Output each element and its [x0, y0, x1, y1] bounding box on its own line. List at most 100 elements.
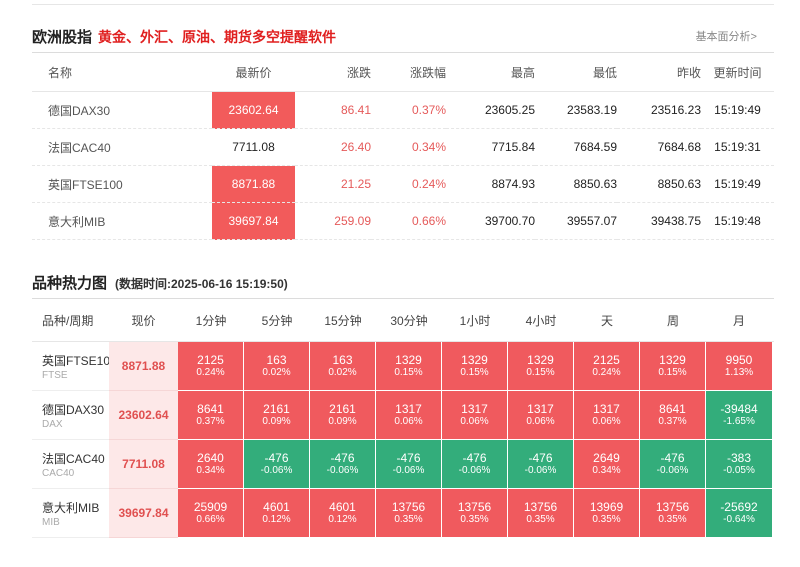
cell-name[interactable]: 意大利MIB — [32, 202, 212, 240]
heatmap-cell[interactable]: 25909 0.66% — [178, 489, 244, 538]
cell-percent: -0.06% — [260, 465, 293, 476]
cell-value: 2161 — [263, 402, 290, 416]
fundamental-analysis-link[interactable]: 基本面分析> — [695, 31, 757, 43]
table-row[interactable]: 法国CAC40 7711.08 26.40 0.34% 7715.84 7684.59 76… — [32, 128, 774, 166]
heatmap-cell[interactable]: -476 -0.06% — [376, 440, 442, 489]
heatmap-cell[interactable]: 2640 0.34% — [178, 440, 244, 489]
heatmap-symbol[interactable]: 德国DAX30 DAX — [32, 391, 109, 440]
heatmap-col-period: 周 — [666, 313, 679, 328]
heatmap-cell[interactable]: 9950 1.13% — [706, 342, 772, 391]
heatmap-cell[interactable]: 1317 0.06% — [574, 391, 640, 440]
heatmap-cell[interactable]: -476 -0.06% — [442, 440, 508, 489]
cell-pct: 0.34% — [371, 128, 446, 166]
cell-percent: 0.35% — [592, 514, 621, 525]
heatmap-cell[interactable]: 2161 0.09% — [244, 391, 310, 440]
heatmap-col-period: 1分钟 — [195, 313, 227, 328]
heatmap-cell[interactable]: 13756 0.35% — [640, 489, 706, 538]
heatmap-cell[interactable]: 13756 0.35% — [376, 489, 442, 538]
heatmap-cell[interactable]: -476 -0.06% — [508, 440, 574, 489]
cell-value: -39484 — [720, 402, 758, 416]
cell-name[interactable]: 德国DAX30 — [32, 91, 212, 129]
heatmap-cell[interactable]: -383 -0.05% — [706, 440, 772, 489]
cell-value: -476 — [660, 451, 685, 465]
col-pct: 涨跌幅 — [371, 53, 446, 92]
col-prev: 昨收 — [617, 53, 701, 92]
symbol-name: 德国DAX30 — [42, 402, 105, 417]
heatmap-cell[interactable]: 163 0.02% — [244, 342, 310, 391]
heatmap-cell[interactable]: -476 -0.06% — [310, 440, 376, 489]
heatmap-cell[interactable]: 1329 0.15% — [508, 342, 574, 391]
heatmap-cell[interactable]: -476 -0.06% — [640, 440, 706, 489]
col-time: 更新时间 — [701, 53, 774, 92]
heatmap-cell[interactable]: -476 -0.06% — [244, 440, 310, 489]
promo-link[interactable]: 黄金、外汇、原油、期货多空提醒软件 — [98, 29, 337, 45]
cell-percent: 0.24% — [196, 367, 225, 378]
heatmap-cell[interactable]: 2125 0.24% — [178, 342, 244, 391]
cell-change: 21.25 — [295, 165, 371, 203]
cell-name[interactable]: 法国CAC40 — [32, 128, 212, 166]
col-low: 最低 — [535, 53, 617, 92]
cell-value: 1329 — [395, 353, 422, 367]
heatmap-cell[interactable]: 13756 0.35% — [442, 489, 508, 538]
heatmap-cell[interactable]: 1317 0.06% — [508, 391, 574, 440]
heatmap-col-name: 品种/周期 — [42, 313, 94, 328]
heatmap-cell[interactable]: 1329 0.15% — [376, 342, 442, 391]
section2-title: 品种热力图 — [32, 275, 108, 292]
heatmap-cell[interactable]: 1317 0.06% — [442, 391, 508, 440]
cell-value: 1317 — [527, 402, 554, 416]
heatmap-cell[interactable]: -25692 -0.64% — [706, 489, 772, 538]
heatmap-cell[interactable]: -39484 -1.65% — [706, 391, 772, 440]
heatmap-cell[interactable]: 163 0.02% — [310, 342, 376, 391]
table-row[interactable]: 英国FTSE100 8871.88 21.25 0.24% 8874.93 8850.63… — [32, 165, 774, 203]
heatmap-cell[interactable]: 4601 0.12% — [310, 489, 376, 538]
heatmap-cell[interactable]: 13756 0.35% — [508, 489, 574, 538]
cell-name[interactable]: 英国FTSE100 — [32, 165, 212, 203]
col-change: 涨跌 — [295, 53, 371, 92]
heatmap-col-period: 30分钟 — [390, 313, 428, 328]
heatmap-symbol[interactable]: 英国FTSE100 FTSE — [32, 342, 117, 391]
heatmap-cell[interactable]: 8641 0.37% — [178, 391, 244, 440]
cell-percent: 0.09% — [262, 416, 291, 427]
cell-percent: -1.65% — [723, 416, 755, 427]
heatmap-cell[interactable]: 1317 0.06% — [376, 391, 442, 440]
heatmap-cell[interactable]: 13969 0.35% — [574, 489, 640, 538]
cell-value: 25909 — [193, 500, 228, 514]
heatmap-cell[interactable]: 2649 0.34% — [574, 440, 640, 489]
cell-value: 2161 — [329, 402, 356, 416]
section1-title: 欧洲股指 — [32, 29, 93, 46]
heatmap-cell[interactable]: 1329 0.15% — [640, 342, 706, 391]
cell-percent: 0.66% — [196, 514, 225, 525]
heatmap-cell[interactable]: 8641 0.37% — [640, 391, 706, 440]
heatmap-col-period: 月 — [732, 313, 745, 328]
heatmap-cell[interactable]: 1329 0.15% — [442, 342, 508, 391]
cell-low: 8850.63 — [535, 165, 617, 203]
cell-percent: -0.05% — [723, 465, 755, 476]
cell-value: 1317 — [395, 402, 422, 416]
heatmap-row[interactable]: 英国FTSE100 FTSE 8871.88 2125 0.24% 163 0.02% 163… — [32, 342, 774, 391]
heatmap-row[interactable]: 德国DAX30 DAX 23602.64 8641 0.37% 2161 0.09% 2161… — [32, 391, 774, 440]
heatmap-col-period: 1小时 — [459, 313, 491, 328]
current-price: 39697.84 — [109, 489, 178, 538]
heatmap-cell[interactable]: 2125 0.24% — [574, 342, 640, 391]
cell-value: -476 — [330, 451, 355, 465]
table-row[interactable]: 意大利MIB 39697.84 259.09 0.66% 39700.70 39557.0… — [32, 202, 774, 240]
cell-percent: 0.35% — [526, 514, 555, 525]
cell-pct: 0.66% — [371, 202, 446, 240]
cell-low: 39557.07 — [535, 202, 617, 240]
cell-prev: 23516.23 — [617, 91, 701, 129]
heatmap-cell[interactable]: 2161 0.09% — [310, 391, 376, 440]
cell-value: 2649 — [593, 451, 620, 465]
cell-percent: 0.34% — [592, 465, 621, 476]
table-row[interactable]: 德国DAX30 23602.64 86.41 0.37% 23605.25 23583.1… — [32, 91, 774, 129]
cell-percent: 0.37% — [658, 416, 687, 427]
heatmap-cell[interactable]: 4601 0.12% — [244, 489, 310, 538]
heatmap-col-period: 天 — [600, 313, 613, 328]
heatmap-symbol[interactable]: 意大利MIB MIB — [32, 489, 109, 538]
cell-value: -476 — [528, 451, 553, 465]
heatmap-row[interactable]: 法国CAC40 CAC40 7711.08 2640 0.34% -476 -0.06% -4… — [32, 440, 774, 489]
cell-value: 1329 — [527, 353, 554, 367]
cell-change: 259.09 — [295, 202, 371, 240]
heatmap-row[interactable]: 意大利MIB MIB 39697.84 25909 0.66% 4601 0.12% 4601… — [32, 489, 774, 538]
cell-value: 1329 — [659, 353, 686, 367]
heatmap-symbol[interactable]: 法国CAC40 CAC40 — [32, 440, 109, 489]
